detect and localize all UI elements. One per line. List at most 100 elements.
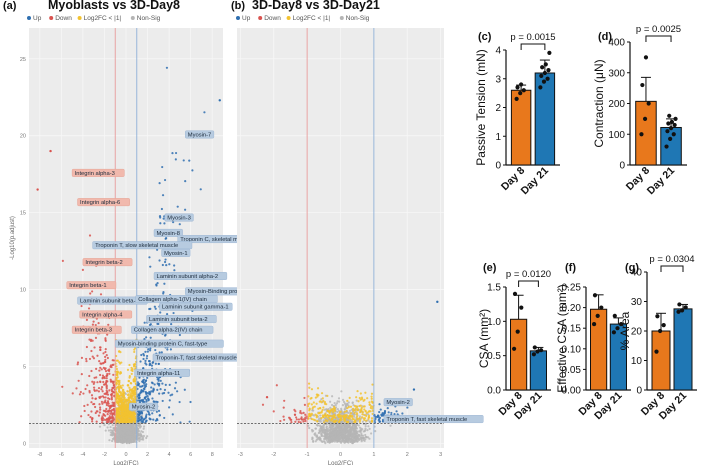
point-down	[95, 389, 98, 392]
point-up	[178, 223, 181, 226]
point-up	[149, 347, 152, 350]
point-down	[98, 369, 101, 372]
point-up	[153, 400, 156, 403]
data-point	[672, 122, 677, 128]
y-tick-label: 3	[495, 74, 501, 85]
legend-marker	[27, 16, 31, 20]
panel-letter: (a)	[3, 0, 17, 12]
y-tick-label: 0.00	[562, 386, 582, 397]
x-tick-label: -1	[305, 452, 310, 458]
point-nonsig	[106, 426, 109, 429]
point-up	[140, 410, 143, 413]
point-nonsig	[321, 429, 325, 432]
point-fc	[371, 412, 374, 415]
point-fc	[332, 411, 335, 414]
y-tick-label: 1	[495, 132, 501, 143]
point-up	[147, 411, 150, 414]
y-tick-label: 0.20	[562, 303, 582, 314]
point-nonsig	[351, 420, 354, 423]
point-down	[104, 414, 107, 417]
point-down	[297, 420, 300, 424]
point-up	[393, 413, 396, 416]
point-down	[94, 411, 97, 415]
panel-letter: (g)	[625, 262, 639, 274]
point-up	[154, 307, 157, 310]
annotation-box	[159, 302, 233, 311]
point-up	[176, 205, 179, 208]
y-tick-label: 15	[20, 211, 26, 217]
annotation-label: Myosin-2	[383, 398, 413, 407]
point-down	[93, 389, 96, 392]
data-point	[519, 82, 524, 87]
point-down	[98, 406, 102, 409]
point-fc	[131, 400, 134, 403]
point-down	[89, 292, 92, 295]
point-down	[294, 420, 297, 423]
y-tick-label: 400	[608, 38, 625, 49]
point-up	[159, 222, 162, 225]
point-up	[142, 367, 145, 370]
point-down	[94, 336, 98, 339]
y-tick-label: 1.5	[487, 283, 501, 294]
point-down	[80, 373, 83, 376]
point-fc	[116, 419, 119, 422]
point-fc	[307, 382, 311, 385]
point-up	[143, 321, 146, 324]
point-nonsig	[370, 432, 373, 435]
data-point	[539, 348, 544, 353]
point-nonsig	[109, 429, 112, 432]
point-fc	[130, 419, 134, 423]
point-down	[106, 417, 109, 420]
point-nonsig	[134, 435, 137, 438]
bar-day8	[651, 330, 671, 391]
point-up	[182, 159, 185, 162]
point-nonsig	[354, 426, 357, 429]
point-down	[85, 357, 88, 361]
annotation-label: Collagen alpha-2(IV) chain	[131, 325, 214, 334]
point-fc	[130, 416, 133, 419]
point-fc	[128, 376, 131, 379]
annotation-text: Collagen alpha-1(IV) chain	[138, 297, 207, 303]
point-down	[104, 348, 107, 351]
y-axis-label: Passive Tension (mN)	[474, 49, 488, 165]
point-nonsig	[107, 423, 110, 426]
point-up	[158, 215, 162, 218]
point-nonsig	[111, 424, 114, 427]
point-up	[171, 151, 174, 155]
point-nonsig	[330, 428, 333, 431]
point-up	[401, 412, 404, 415]
point-down	[110, 396, 113, 399]
point-fc	[370, 392, 374, 395]
point-nonsig	[127, 426, 130, 430]
data-point	[546, 68, 551, 73]
point-fc	[371, 401, 374, 404]
data-point	[661, 323, 666, 328]
point-up	[163, 178, 167, 182]
y-tick-label: 20	[631, 327, 643, 338]
point-up	[161, 382, 164, 385]
point-up	[145, 398, 148, 401]
point-nonsig	[133, 433, 136, 436]
point-nonsig	[323, 408, 326, 411]
data-point	[643, 55, 649, 60]
point-nonsig	[353, 440, 356, 443]
legend-marker	[236, 16, 240, 20]
point-nonsig	[322, 419, 325, 422]
point-fc	[133, 348, 136, 351]
point-down	[300, 417, 303, 420]
significance-bracket	[660, 265, 684, 272]
point-fc	[115, 370, 119, 373]
point-nonsig	[340, 430, 343, 433]
point-down	[106, 390, 109, 394]
point-nonsig	[122, 428, 125, 432]
point-fc	[316, 387, 320, 390]
point-up	[166, 348, 169, 351]
point-fc	[115, 359, 118, 362]
annotation-label: Myosin-1	[161, 248, 191, 257]
point-fc	[365, 414, 368, 417]
point-fc	[315, 393, 318, 396]
point-up	[156, 388, 159, 391]
point-up	[381, 413, 384, 416]
